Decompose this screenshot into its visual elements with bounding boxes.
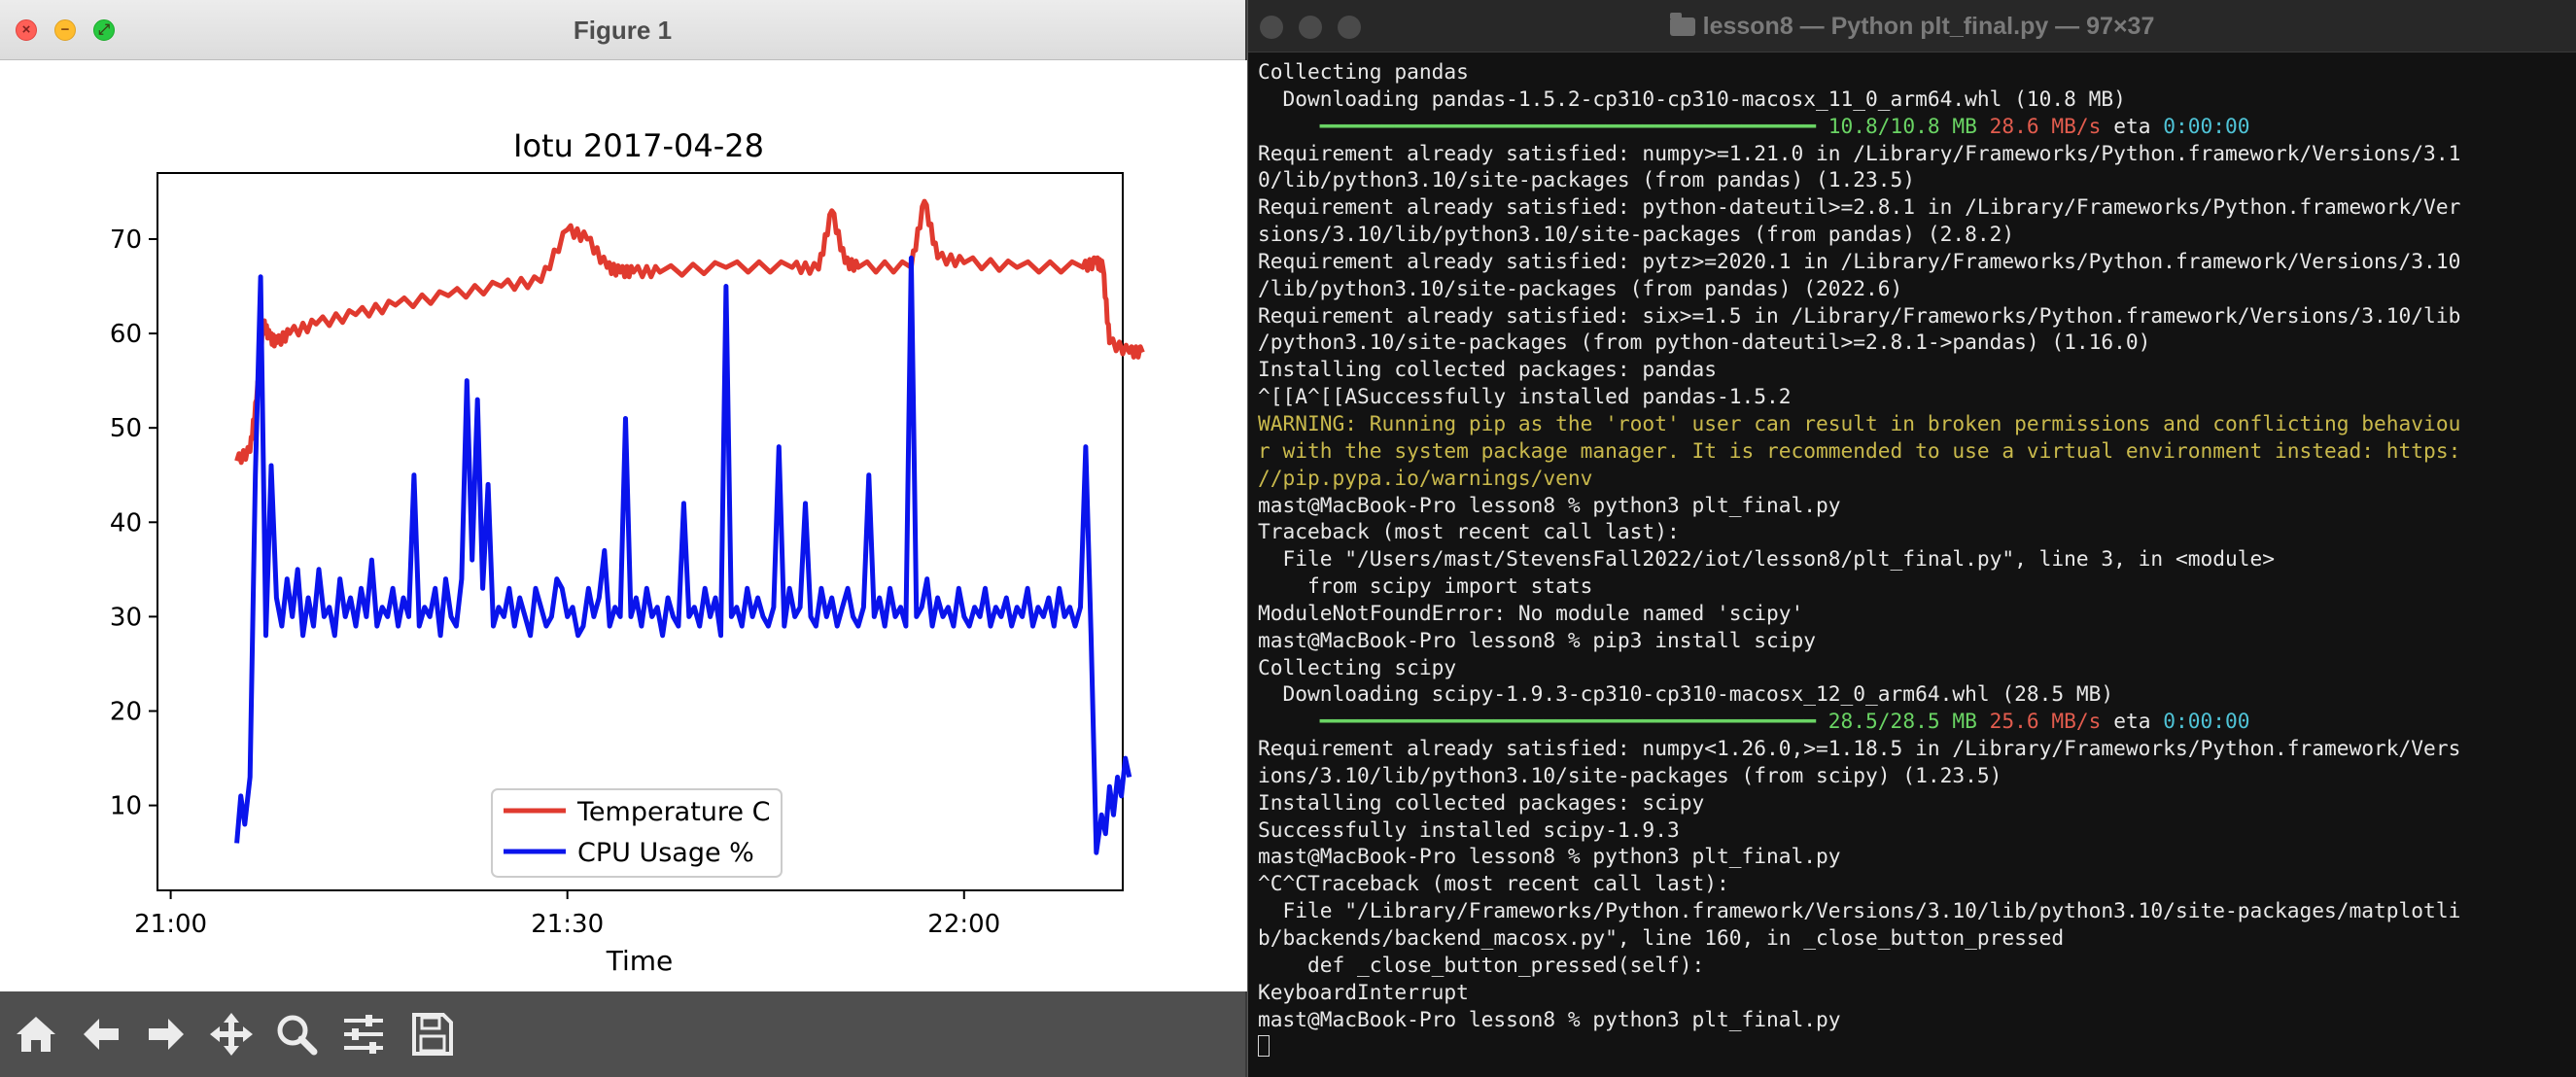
configure-subplots-icon [344, 1015, 383, 1054]
terminal-window[interactable]: lesson8 — Python plt_final.py — 97×37 Co… [1247, 0, 2576, 1077]
configure-subplots-button[interactable] [334, 1005, 393, 1063]
legend-label-temperature: Temperature C [576, 797, 770, 827]
terminal-line: Requirement already satisfied: six>=1.5 … [1258, 302, 2461, 328]
terminal-prompt-line[interactable] [1258, 1032, 2576, 1060]
terminal-line: File "/Library/Frameworks/Python.framewo… [1258, 898, 2461, 923]
y-tick-label: 10 [110, 792, 142, 821]
terminal-line: mast@MacBook-Pro lesson8 % pip3 install … [1258, 627, 1817, 652]
figure-window-title: Figure 1 [573, 16, 673, 45]
figure-window: Figure 1 × − ⤢ Iotu 2017-04-28 10 20 30 40 5… [0, 0, 1247, 1077]
pan-move-icon [210, 1013, 253, 1056]
terminal-line: Downloading scipy-1.9.3-cp310-cp310-maco… [1258, 681, 2114, 707]
terminal-line: Installing collected packages: scipy [1258, 789, 1705, 815]
terminal-line: Successfully installed scipy-1.9.3 [1258, 816, 1680, 842]
back-arrow-icon [84, 1019, 119, 1050]
terminal-line: KeyboardInterrupt [1258, 979, 1469, 1004]
terminal-line: /python3.10/site-packages (from python-d… [1258, 330, 2151, 355]
cpu-usage-line [234, 255, 1132, 855]
terminal-minimize-button[interactable] [1299, 16, 1322, 39]
chart-title: Iotu 2017-04-28 [513, 127, 764, 164]
terminal-titlebar: lesson8 — Python plt_final.py — 97×37 [1248, 0, 2576, 52]
terminal-line: Requirement already satisfied: python-da… [1258, 194, 2461, 220]
terminal-line: //pip.pypa.io/warnings/venv [1258, 465, 1593, 490]
zoom-button[interactable] [267, 1005, 326, 1063]
terminal-line: Traceback (most recent call last): [1258, 519, 1680, 544]
plot-canvas[interactable]: Iotu 2017-04-28 10 20 30 40 50 60 70 21:00 21:3… [0, 60, 1247, 991]
text-cursor [1258, 1035, 1270, 1058]
save-floppy-icon [412, 1013, 453, 1056]
close-icon: × [21, 21, 31, 38]
fullscreen-window-button[interactable]: ⤢ [93, 19, 115, 41]
axes [157, 172, 1124, 891]
y-tick-label: 30 [110, 603, 142, 632]
terminal-line: Downloading pandas-1.5.2-cp310-cp310-mac… [1258, 86, 2126, 111]
terminal-line: sions/3.10/lib/python3.10/site-packages … [1258, 222, 2015, 247]
terminal-line: ^[[A^[[ASuccessfully installed pandas-1.… [1258, 384, 1792, 409]
terminal-line: Collecting scipy [1258, 654, 1457, 679]
zoom-magnifier-icon [277, 1015, 318, 1056]
terminal-line: mast@MacBook-Pro lesson8 % python3 plt_f… [1258, 844, 1841, 869]
y-tick-label: 50 [110, 414, 142, 443]
home-icon [17, 1017, 55, 1052]
close-window-button[interactable]: × [16, 19, 37, 41]
terminal-line: b/backends/backend_macosx.py", line 160,… [1258, 925, 2065, 950]
y-tick-label: 70 [110, 226, 142, 255]
temperature-line [234, 198, 1145, 466]
terminal-close-button[interactable] [1260, 16, 1283, 39]
x-tick-label: 21:30 [531, 910, 604, 939]
forward-arrow-icon [149, 1019, 184, 1050]
back-button[interactable] [72, 1005, 130, 1063]
terminal-line: from scipy import stats [1258, 573, 1593, 599]
y-axis-ticks: 10 20 30 40 50 60 70 [110, 226, 157, 821]
y-tick-label: 40 [110, 508, 142, 538]
y-tick-label: 60 [110, 320, 142, 349]
terminal-line: ━━━━━━━━━━━━━━━━━━━━━━━━━━━━━━━━━━━━━━━━… [1258, 113, 2250, 138]
terminal-line: 0/lib/python3.10/site-packages (from pan… [1258, 167, 1916, 192]
terminal-line: WARNING: Running pip as the 'root' user … [1258, 410, 2461, 435]
terminal-output[interactable]: Collecting pandas Downloading pandas-1.5… [1258, 58, 2576, 1077]
folder-icon [1669, 13, 1695, 36]
legend-label-cpu: CPU Usage % [577, 838, 754, 868]
y-tick-label: 20 [110, 698, 142, 727]
terminal-line: ━━━━━━━━━━━━━━━━━━━━━━━━━━━━━━━━━━━━━━━━… [1258, 709, 2250, 734]
minimize-window-button[interactable]: − [54, 19, 76, 41]
terminal-line: Collecting pandas [1258, 59, 1469, 84]
terminal-line: Installing collected packages: pandas [1258, 357, 1717, 382]
terminal-line: ions/3.10/lib/python3.10/site-packages (… [1258, 762, 2002, 787]
terminal-line: ^C^CTraceback (most recent call last): [1258, 871, 1729, 896]
terminal-line: /lib/python3.10/site-packages (from pand… [1258, 275, 1903, 300]
figure-titlebar: Figure 1 × − ⤢ [0, 0, 1245, 60]
x-tick-label: 21:00 [134, 910, 207, 939]
terminal-title: lesson8 — Python plt_final.py — 97×37 [1248, 0, 2576, 52]
terminal-line: ModuleNotFoundError: No module named 'sc… [1258, 600, 1804, 625]
legend: Temperature C CPU Usage % [491, 788, 783, 878]
figure-toolbar [0, 991, 1245, 1077]
x-axis-label: Time [606, 945, 674, 977]
chart-series [234, 198, 1145, 855]
terminal-line: Requirement already satisfied: numpy>=1.… [1258, 140, 2461, 165]
forward-button[interactable] [137, 1005, 195, 1063]
terminal-line: Requirement already satisfied: pytz>=202… [1258, 248, 2461, 273]
fullscreen-icon: ⤢ [97, 21, 110, 38]
terminal-line: r with the system package manager. It is… [1258, 437, 2461, 463]
x-tick-label: 22:00 [927, 910, 1000, 939]
pan-button[interactable] [202, 1005, 261, 1063]
terminal-line: def _close_button_pressed(self): [1258, 952, 1705, 977]
terminal-title-text: lesson8 — Python plt_final.py — 97×37 [1702, 13, 2155, 40]
terminal-line: Requirement already satisfied: numpy<1.2… [1258, 736, 2461, 761]
minimize-icon: − [60, 21, 70, 38]
terminal-line: File "/Users/mast/StevensFall2022/iot/le… [1258, 546, 2276, 572]
terminal-line: mast@MacBook-Pro lesson8 % python3 plt_f… [1258, 492, 1841, 517]
home-button[interactable] [7, 1005, 65, 1063]
terminal-line: mast@MacBook-Pro lesson8 % python3 plt_f… [1258, 1006, 1841, 1031]
save-figure-button[interactable] [402, 1005, 461, 1063]
terminal-fullscreen-button[interactable] [1338, 16, 1361, 39]
